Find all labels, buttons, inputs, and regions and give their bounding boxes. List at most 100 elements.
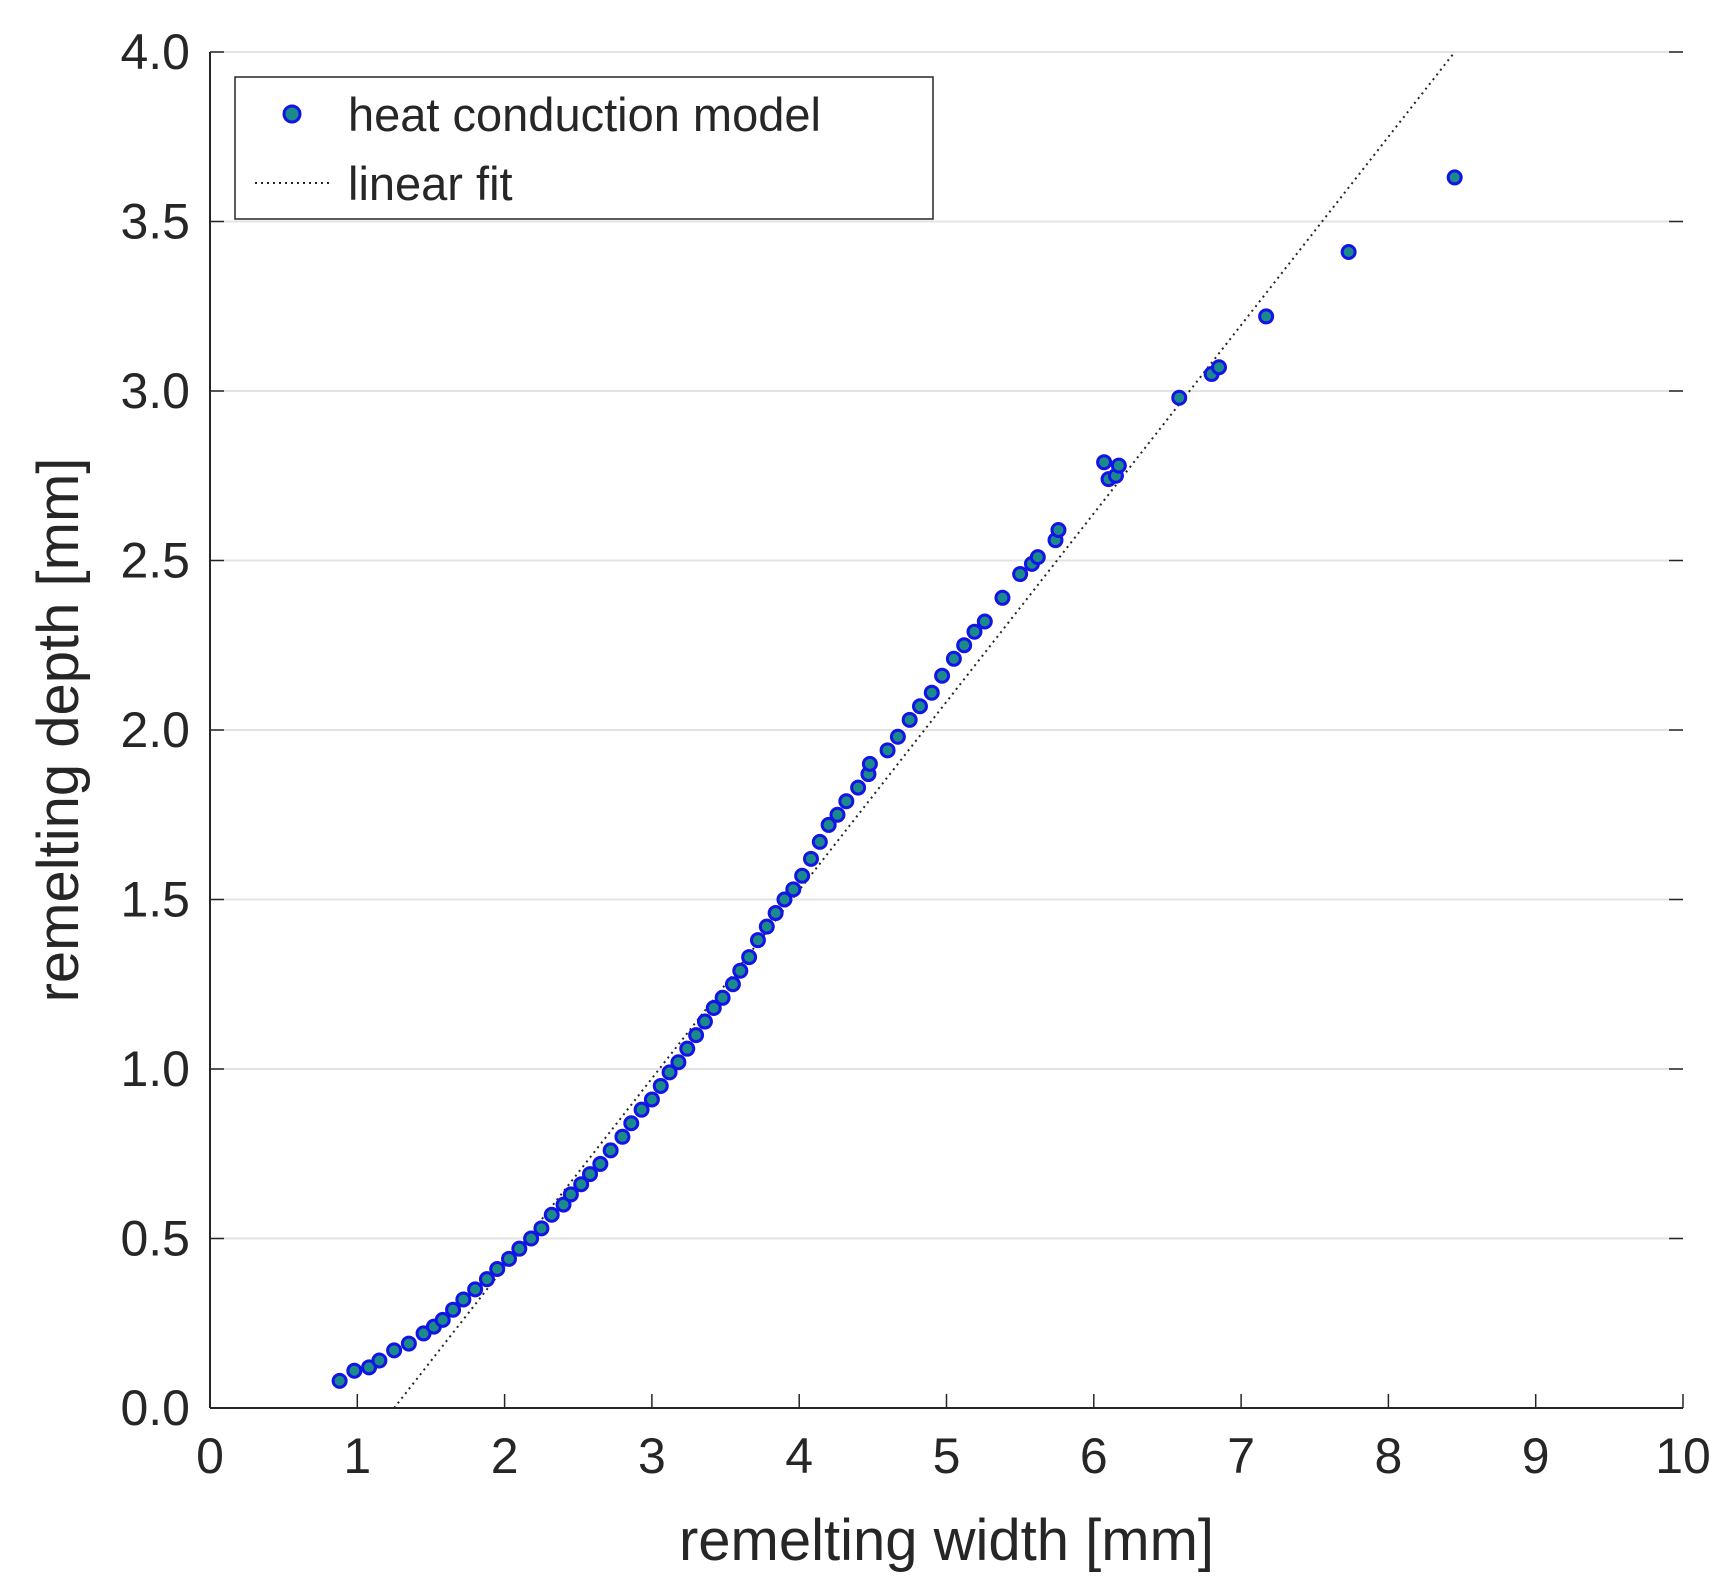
data-point	[956, 637, 973, 654]
legend-entry-linear-fit: linear fit	[348, 157, 513, 210]
data-point	[705, 999, 722, 1016]
data-point	[802, 850, 819, 867]
data-point	[994, 589, 1011, 606]
x-tick-label: 2	[491, 1428, 519, 1484]
data-point	[511, 1240, 528, 1257]
data-point	[732, 962, 749, 979]
data-point	[679, 1040, 696, 1057]
data-point	[811, 833, 828, 850]
data-point	[346, 1362, 363, 1379]
data-point	[966, 623, 983, 640]
y-tick-label: 3.0	[120, 363, 190, 419]
data-point	[661, 1064, 678, 1081]
data-point	[602, 1142, 619, 1159]
x-tick-label: 4	[785, 1428, 813, 1484]
data-point	[714, 989, 731, 1006]
data-point	[582, 1166, 599, 1183]
data-point	[592, 1155, 609, 1172]
data-point	[785, 881, 802, 898]
data-point	[861, 755, 878, 772]
data-point	[331, 1372, 348, 1389]
data-point	[820, 816, 837, 833]
linear-fit-line	[393, 51, 1456, 1409]
data-point	[652, 1077, 669, 1094]
data-point	[455, 1291, 472, 1308]
data-point	[1096, 454, 1113, 471]
data-point	[934, 667, 951, 684]
data-point	[794, 867, 811, 884]
axis-labels: remelting width [mm] remelting depth [mm…	[26, 458, 1214, 1573]
data-point	[386, 1342, 403, 1359]
data-point	[555, 1196, 572, 1213]
y-tick-label: 0.0	[120, 1380, 190, 1436]
data-point	[923, 684, 940, 701]
y-tick-label: 4.0	[120, 24, 190, 80]
data-point	[945, 650, 962, 667]
data-point	[623, 1115, 640, 1132]
data-point	[633, 1101, 650, 1118]
data-point	[1446, 169, 1463, 186]
data-point	[1211, 359, 1228, 376]
x-tick-label: 10	[1655, 1428, 1711, 1484]
x-tick-label: 1	[343, 1428, 371, 1484]
data-point	[1340, 244, 1357, 261]
y-tick-label: 3.5	[120, 194, 190, 250]
data-point	[562, 1186, 579, 1203]
data-point	[670, 1054, 687, 1071]
legend-marker-icon	[282, 104, 302, 124]
data-point	[523, 1230, 540, 1247]
data-point	[400, 1335, 417, 1352]
data-point	[573, 1176, 590, 1193]
data-point	[1050, 521, 1067, 538]
x-tick-label: 0	[196, 1428, 224, 1484]
data-point	[758, 918, 775, 935]
x-tick-label: 6	[1080, 1428, 1108, 1484]
x-tick-label: 7	[1227, 1428, 1255, 1484]
y-tick-label: 0.5	[120, 1211, 190, 1267]
data-point	[478, 1271, 495, 1288]
data-point	[1029, 549, 1046, 566]
axes: 0.0 0.5 1.0 1.5 2.0 2.5 3.0 3.5 4.0 0 1 2 3 4 5 6 7 8 9 10	[120, 24, 1710, 1484]
data-point	[467, 1281, 484, 1298]
data-point	[1171, 389, 1188, 406]
data-point	[749, 932, 766, 949]
y-tick-label: 1.0	[120, 1041, 190, 1097]
data-point	[767, 905, 784, 922]
data-point	[879, 742, 896, 759]
data-point	[643, 1091, 660, 1108]
data-point	[543, 1206, 560, 1223]
data-point	[976, 613, 993, 630]
x-tick-label: 5	[933, 1428, 961, 1484]
data-point	[371, 1352, 388, 1369]
data-point	[501, 1250, 518, 1267]
data-point	[445, 1301, 462, 1318]
data-point	[901, 711, 918, 728]
y-tick-label: 2.5	[120, 533, 190, 589]
legend: heat conduction model linear fit	[234, 76, 934, 220]
data-point	[741, 949, 758, 966]
x-axis-label: remelting width [mm]	[679, 1508, 1214, 1573]
data-point	[1012, 566, 1029, 583]
data-point	[1110, 457, 1127, 474]
x-tick-label: 9	[1522, 1428, 1550, 1484]
data-point	[838, 793, 855, 810]
legend-box	[234, 76, 934, 220]
data-point	[829, 806, 846, 823]
data-point	[688, 1027, 705, 1044]
x-tick-label: 3	[638, 1428, 666, 1484]
x-tick-label: 8	[1374, 1428, 1402, 1484]
data-point	[533, 1220, 550, 1237]
data-point	[911, 698, 928, 715]
y-axis-label: remelting depth [mm]	[26, 458, 91, 1003]
data-point	[850, 779, 867, 796]
y-tick-label: 2.0	[120, 702, 190, 758]
data-point	[776, 891, 793, 908]
gridlines	[210, 51, 1683, 1240]
data-point	[696, 1013, 713, 1030]
data-point	[434, 1311, 451, 1328]
data-point	[614, 1128, 631, 1145]
data-point	[889, 728, 906, 745]
plot-area	[331, 51, 1463, 1409]
